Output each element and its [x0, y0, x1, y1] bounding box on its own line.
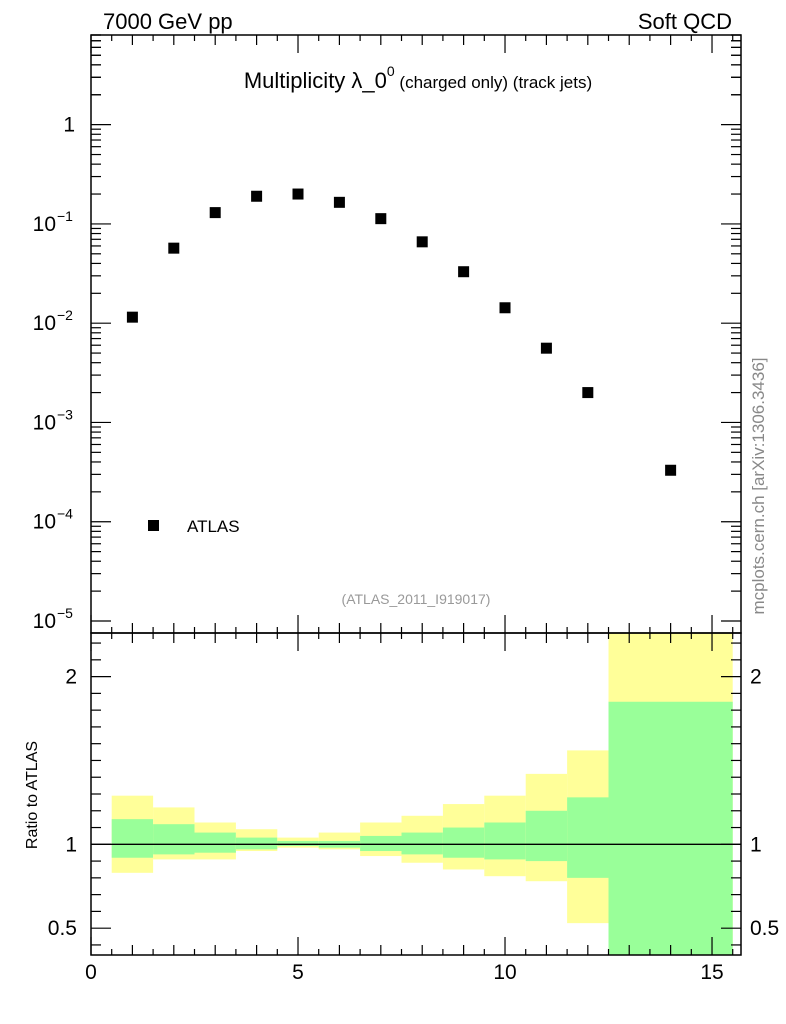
x-tick-label-0: 0 [85, 961, 97, 984]
y-tick-exp-1: −1 [57, 208, 73, 224]
plot-title: Multiplicity λ_00 (charged only) (track … [244, 63, 592, 93]
y-tick-exp-2: −2 [57, 307, 73, 323]
ry-tick-label-right-1: 1 [750, 833, 762, 856]
ry-tick-label-right-0: 2 [750, 666, 762, 689]
legend-label-atlas: ATLAS [187, 517, 240, 536]
y-tick-label-5: 10 [33, 610, 56, 633]
x-tick-label-3: 15 [700, 961, 723, 984]
ratio-plot-frame [90, 632, 742, 956]
y-tick-exp-4: −4 [57, 506, 73, 522]
y-tick-label-3: 10 [33, 411, 56, 434]
point-3 [251, 190, 263, 202]
header-energy: 7000 GeV pp [103, 9, 233, 34]
y-tick-label-2: 10 [33, 312, 56, 335]
band-stat-0 [111, 819, 154, 858]
data-points [126, 188, 677, 476]
x-tick-label-2: 10 [493, 961, 516, 984]
plot-title-sup: 0 [387, 63, 395, 79]
band-stat-2 [194, 832, 236, 853]
band-stat-9 [484, 822, 526, 860]
ry-tick-label-left-2: 0.5 [48, 917, 77, 940]
ratio-ylabel: Ratio to ATLAS [24, 741, 41, 849]
ry-tick-label-left-1: 1 [65, 833, 77, 856]
plot-title-rest: (charged only) (track jets) [395, 73, 592, 92]
ry-tick-label-left-0: 2 [65, 666, 77, 689]
legend-marker-atlas [148, 520, 159, 531]
band-stat-1 [153, 824, 195, 855]
point-12 [665, 464, 677, 476]
point-6 [375, 213, 387, 225]
point-1 [168, 242, 180, 254]
point-4 [292, 188, 304, 200]
x-tick-label-1: 5 [292, 961, 304, 984]
header-category: Soft QCD [638, 9, 732, 34]
y-tick-exp-5: −5 [57, 605, 73, 621]
ratio-bands [111, 633, 733, 955]
point-9 [499, 302, 511, 314]
y-tick-label-0: 1 [63, 114, 75, 137]
band-stat-3 [235, 837, 278, 850]
point-0 [126, 311, 138, 323]
point-11 [582, 387, 594, 399]
band-stat-6 [360, 835, 402, 852]
point-2 [209, 207, 221, 219]
point-8 [458, 266, 470, 278]
y-tick-exp-3: −3 [57, 406, 73, 422]
plot-title-main: Multiplicity λ_0 [244, 68, 387, 93]
band-stat-4 [277, 840, 319, 846]
band-stat-10 [525, 810, 568, 862]
band-stat-8 [442, 827, 485, 858]
ry-tick-label-right-2: 0.5 [750, 917, 779, 940]
side-credit-label: mcplots.cern.ch [arXiv:1306.3436] [749, 357, 768, 614]
y-tick-label-1: 10 [33, 213, 56, 236]
y-tick-label-4: 10 [33, 511, 56, 534]
top-plot-frame [90, 34, 742, 634]
analysis-label: (ATLAS_2011_I919017) [342, 591, 491, 607]
band-stat-12 [608, 701, 733, 955]
point-10 [540, 342, 552, 354]
axis-ticks [90, 34, 741, 955]
point-5 [333, 196, 345, 208]
point-7 [416, 236, 428, 248]
band-stat-7 [401, 832, 443, 855]
band-stat-11 [567, 797, 609, 878]
